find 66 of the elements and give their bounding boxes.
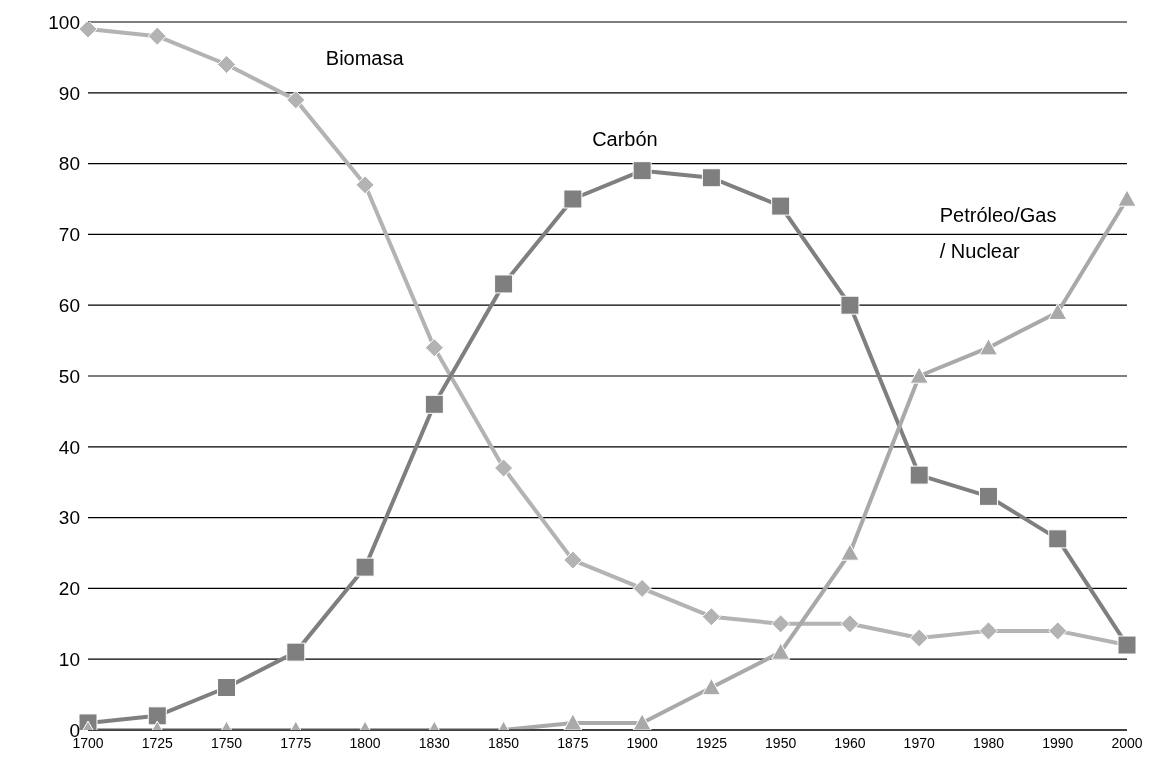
point — [1048, 621, 1068, 641]
point — [701, 678, 721, 696]
x-tick-label: 1830 — [418, 734, 451, 751]
point — [1048, 529, 1068, 549]
x-tick-label: 1990 — [1042, 734, 1074, 751]
series-label: Carbón — [592, 127, 658, 150]
y-tick-label: 80 — [58, 153, 80, 175]
point — [632, 161, 652, 181]
x-tick-label: 1960 — [834, 734, 866, 751]
x-tick-label: 1800 — [349, 734, 381, 751]
point — [424, 338, 444, 358]
point — [147, 26, 167, 46]
series-label: Biomasa — [325, 46, 405, 69]
y-tick-label: 20 — [58, 578, 80, 600]
x-tick-label: 2000 — [1111, 734, 1143, 751]
point — [78, 22, 98, 39]
point — [840, 295, 860, 315]
point — [563, 189, 583, 209]
x-tick-label: 1925 — [695, 734, 728, 751]
y-tick-label: 70 — [58, 224, 80, 246]
point — [1117, 189, 1137, 207]
x-tick-label: 1970 — [903, 734, 935, 751]
point — [563, 713, 583, 730]
point — [1048, 302, 1068, 320]
x-tick-label: 1725 — [141, 734, 174, 751]
y-tick-label: 10 — [58, 648, 80, 670]
point — [632, 713, 652, 730]
point — [217, 678, 237, 698]
x-tick-label: 1775 — [280, 734, 312, 751]
point — [494, 458, 514, 478]
point — [771, 196, 791, 216]
x-tick-label: 1750 — [210, 734, 243, 751]
point — [355, 557, 375, 577]
point — [494, 274, 514, 294]
y-tick-label: 40 — [58, 436, 80, 458]
x-tick-label: 1850 — [488, 734, 520, 751]
point — [771, 614, 791, 634]
point — [355, 175, 375, 195]
point — [563, 550, 583, 570]
x-tick-label: 1980 — [972, 734, 1005, 751]
point — [217, 54, 237, 74]
point — [978, 486, 998, 506]
x-tick-label: 1900 — [626, 734, 658, 751]
point — [840, 614, 860, 634]
series-label: Petróleo/Gas / Nuclear — [939, 204, 1057, 263]
point — [701, 607, 721, 627]
x-tick-label: 1950 — [765, 734, 797, 751]
point — [978, 621, 998, 641]
x-tick-label: 1875 — [557, 734, 589, 751]
y-tick-label: 50 — [58, 365, 80, 387]
point — [701, 168, 721, 188]
point — [286, 90, 306, 110]
y-tick-label: 60 — [58, 294, 80, 316]
point — [978, 338, 998, 356]
point — [632, 578, 652, 598]
point — [909, 465, 929, 485]
point — [147, 706, 167, 726]
y-tick-label: 90 — [58, 82, 80, 104]
point — [909, 366, 929, 384]
point — [286, 642, 306, 662]
point — [771, 642, 791, 660]
point — [424, 394, 444, 414]
y-tick-label: 100 — [48, 11, 80, 33]
y-tick-label: 30 — [58, 507, 80, 529]
point — [909, 628, 929, 648]
point — [840, 543, 860, 561]
